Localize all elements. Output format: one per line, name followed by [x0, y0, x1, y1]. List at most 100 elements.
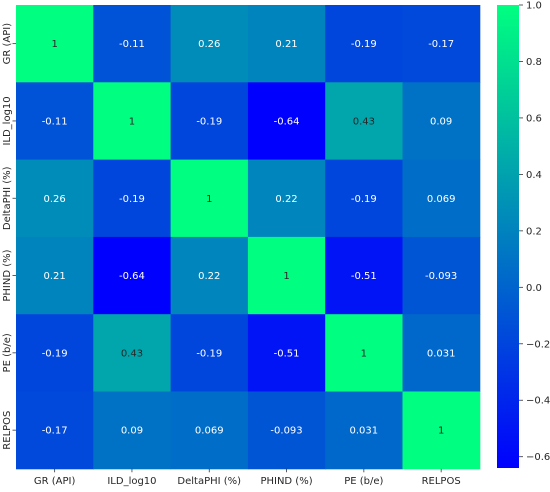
cell-value-label: 0.21 [275, 39, 297, 50]
x-axis: GR (API) ILD_log10 DeltaPHI (%) PHIND (%) PE… [34, 468, 461, 487]
cell-value-label: -0.17 [42, 426, 68, 437]
x-tick-label: GR (API) [34, 476, 76, 487]
heatmap-cell [170, 5, 249, 83]
cell-value-label: -0.51 [274, 348, 300, 359]
heatmap-cell [170, 236, 249, 315]
cell-value-label: 0.09 [121, 426, 143, 437]
heatmap-cell [247, 159, 326, 238]
heatmap-cell [247, 314, 326, 392]
cell-value-label: 1 [361, 348, 367, 359]
heatmap-cell [16, 5, 94, 83]
cell-value-label: -0.19 [351, 39, 377, 50]
cell-value-label: -0.51 [351, 271, 377, 282]
heatmap-cell [325, 5, 403, 83]
cell-value-label: 0.069 [195, 426, 224, 437]
colorbar-tick-label: −0.4 [526, 396, 550, 407]
y-tick-label: PHIND (%) [2, 249, 13, 301]
cell-value-label: 0.43 [353, 116, 375, 127]
heatmap-cell [402, 159, 481, 238]
colorbar-tick-label: 1.0 [526, 1, 542, 12]
cell-value-label: 0.21 [44, 271, 66, 282]
x-tick-label: RELPOS [422, 476, 461, 487]
cell-value-label: 0.09 [430, 116, 452, 127]
cell-value-label: 0.26 [198, 39, 220, 50]
x-tick-label: PE (b/e) [344, 476, 383, 487]
heatmap-cell [93, 236, 172, 315]
cell-value-label: -0.19 [196, 116, 222, 127]
cell-value-label: 0.22 [275, 194, 297, 205]
cell-value-label: -0.19 [42, 348, 68, 359]
heatmap-cell [247, 82, 326, 161]
heatmap-cell [325, 314, 403, 392]
y-tick-label: DeltaPHI (%) [2, 166, 13, 230]
x-tick-label: DeltaPHI (%) [177, 476, 241, 487]
colorbar-tick-label: 0.8 [526, 57, 542, 68]
x-tick-label: ILD_log10 [107, 476, 156, 487]
heatmap-cell [402, 314, 481, 392]
heatmap-cell [93, 391, 172, 470]
y-tick-label: RELPOS [2, 411, 13, 450]
cell-value-label: 0.22 [198, 271, 220, 282]
cell-value-label: -0.11 [119, 39, 145, 50]
cell-value-label: 0.26 [44, 194, 66, 205]
colorbar-ticks: 1.0 0.8 0.6 0.4 0.2 0.0 −0.2 −0.4 −0.6 [519, 1, 550, 463]
cell-value-label: 0.43 [121, 348, 143, 359]
cell-value-label: -0.64 [274, 116, 300, 127]
cell-value-label: 0.031 [350, 426, 379, 437]
cell-value-label: 0.031 [427, 348, 456, 359]
colorbar-tick-label: −0.6 [526, 452, 550, 463]
colorbar [497, 5, 519, 468]
heatmap-cell [93, 5, 172, 83]
colorbar-tick-label: 0.6 [526, 113, 542, 124]
heatmap-cell [16, 236, 94, 315]
heatmap-cell [325, 159, 403, 238]
colorbar-tick-label: 0.2 [526, 226, 542, 237]
cell-value-label: -0.093 [270, 426, 302, 437]
cell-value-label: -0.17 [428, 39, 454, 50]
x-tick-label: PHIND (%) [260, 476, 312, 487]
colorbar-tick-label: 0.4 [526, 170, 542, 181]
cell-value-label: 0.069 [427, 194, 456, 205]
cell-value-label: 1 [438, 426, 444, 437]
heatmap-cell [16, 159, 94, 238]
heatmap-cell [170, 391, 249, 470]
colorbar-tick-label: 0.0 [526, 283, 542, 294]
heatmap-cell [402, 236, 481, 315]
cell-value-label: 1 [51, 39, 57, 50]
colorbar-tick-label: −0.2 [526, 339, 550, 350]
cell-value-label: -0.093 [425, 271, 457, 282]
heatmap-cell [93, 314, 172, 392]
heatmap-cell [16, 391, 94, 470]
heatmap-cells [16, 5, 481, 470]
cell-value-label: -0.19 [351, 194, 377, 205]
heatmap-cell [325, 391, 403, 470]
y-tick-label: ILD_log10 [2, 96, 13, 145]
heatmap-cell [402, 391, 481, 470]
y-tick-label: PE (b/e) [2, 333, 13, 372]
heatmap-cell [170, 314, 249, 392]
heatmap-cell [93, 159, 172, 238]
cell-value-label: -0.64 [119, 271, 145, 282]
cell-value-label: 1 [283, 271, 289, 282]
heatmap-cell [170, 159, 249, 238]
heatmap-cell [16, 82, 94, 161]
cell-value-label: -0.19 [196, 348, 222, 359]
heatmap-cell [247, 5, 326, 83]
heatmap-cell-labels: 1 -0.11 0.26 0.21 -0.19 -0.17 -0.11 1 -0.19 -0.64… [42, 39, 458, 437]
heatmap-cell [325, 82, 403, 161]
heatmap-cell [247, 236, 326, 315]
heatmap-cell [170, 82, 249, 161]
heatmap-cell [402, 5, 481, 83]
y-axis: GR (API) ILD_log10 DeltaPHI (%) PHIND (%) PE… [2, 23, 16, 450]
heatmap-cell [325, 236, 403, 315]
cell-value-label: -0.11 [42, 116, 68, 127]
heatmap-cell [247, 391, 326, 470]
cell-value-label: 1 [206, 194, 212, 205]
cell-value-label: -0.19 [119, 194, 145, 205]
heatmap-cell [93, 82, 172, 161]
heatmap-cell [16, 314, 94, 392]
y-tick-label: GR (API) [2, 23, 13, 65]
heatmap-cell [402, 82, 481, 161]
cell-value-label: 1 [129, 116, 135, 127]
